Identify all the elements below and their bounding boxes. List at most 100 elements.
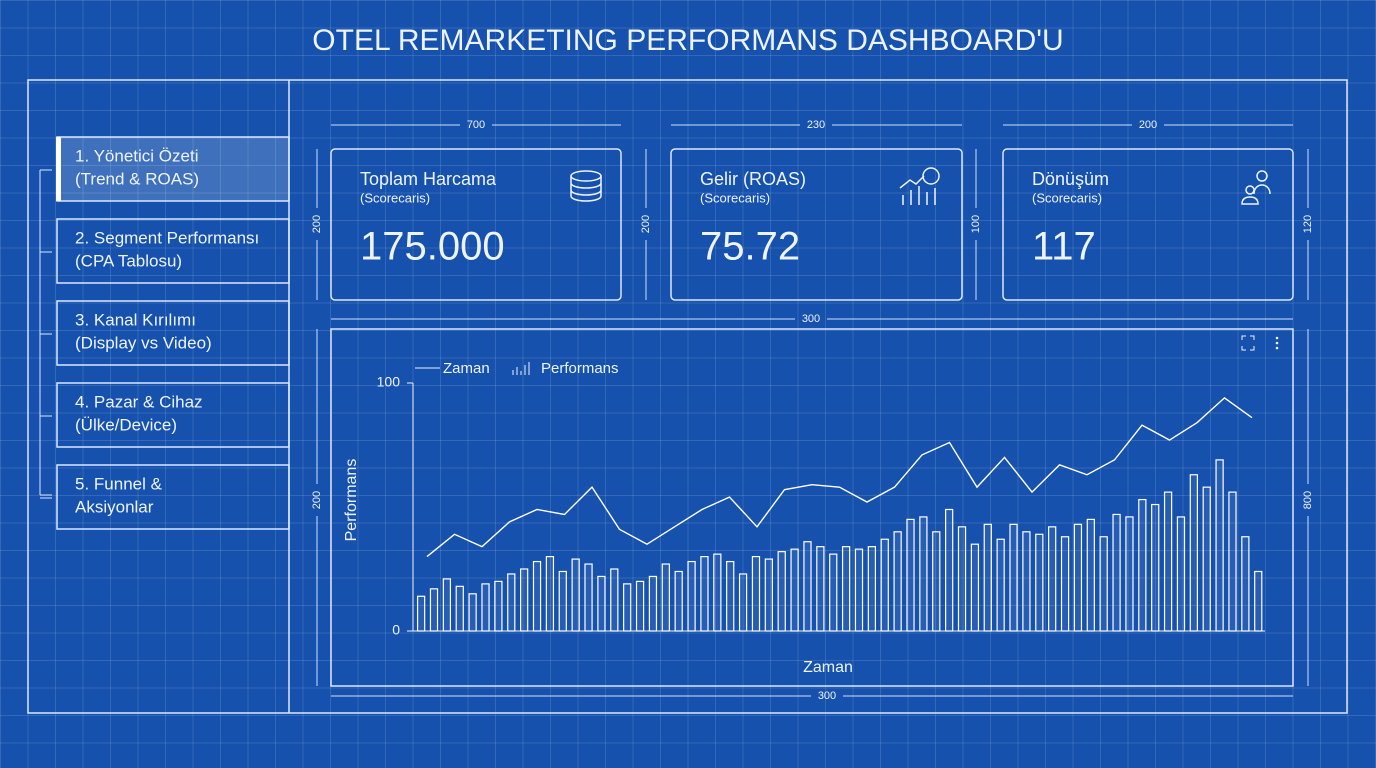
bar <box>1228 491 1237 632</box>
conversion-icon <box>1241 170 1271 205</box>
bar <box>803 541 812 632</box>
bar <box>880 538 889 632</box>
bar <box>700 555 709 632</box>
bar <box>429 588 439 632</box>
card-frame <box>670 148 963 301</box>
bar <box>674 570 683 632</box>
x-axis-title: Zaman <box>803 659 853 676</box>
bar <box>867 546 877 632</box>
nav-item-label: (Ülke/Device) <box>75 415 177 434</box>
nav-item-label: Aksiyonlar <box>75 497 154 516</box>
bar <box>919 516 928 632</box>
bar <box>687 560 696 632</box>
bar <box>1138 498 1147 632</box>
card-frame <box>1002 148 1294 301</box>
bar <box>623 583 632 632</box>
bar <box>1125 516 1134 632</box>
bar <box>829 553 838 632</box>
card-subtitle: (Scorecaris) <box>700 190 770 205</box>
bar <box>790 548 799 632</box>
bar <box>932 531 941 632</box>
bar <box>571 558 580 632</box>
bar <box>455 585 464 632</box>
bar <box>816 546 825 632</box>
card-value: 117 <box>1032 225 1096 269</box>
bar <box>1022 531 1031 632</box>
card-value: 75.72 <box>700 225 800 269</box>
bar <box>507 573 516 632</box>
dimension-label: 800 <box>1302 491 1314 509</box>
nav-item-label: 2. Segment Performansı <box>75 228 259 247</box>
card-subtitle: (Scorecaris) <box>360 190 430 205</box>
bar <box>764 558 773 632</box>
line <box>426 396 1253 558</box>
bar <box>481 583 490 632</box>
bar <box>1215 459 1224 632</box>
y-axis-title: Performans <box>343 459 360 542</box>
bar <box>610 568 619 632</box>
bar <box>520 568 529 632</box>
bar <box>494 580 503 632</box>
card-frame <box>330 148 622 301</box>
dimension-label: 300 <box>802 313 820 325</box>
y-tick-label: 100 <box>377 374 401 390</box>
nav-item[interactable] <box>56 382 290 448</box>
bar <box>726 560 735 632</box>
dimension-label: 120 <box>1302 215 1314 233</box>
legend-label: Performans <box>541 360 619 377</box>
bar <box>1009 523 1018 632</box>
nav-item-label: 1. Yönetici Özeti <box>75 146 198 165</box>
bar <box>1112 513 1121 632</box>
bar <box>983 523 992 632</box>
database-icon <box>570 170 602 202</box>
chart-frame <box>330 328 1294 687</box>
bar <box>854 548 864 632</box>
bar <box>906 518 915 632</box>
bar <box>1099 536 1108 632</box>
bar <box>558 570 567 632</box>
bar <box>1241 536 1250 632</box>
bar <box>945 508 954 632</box>
bar <box>468 593 477 632</box>
bar <box>661 563 670 632</box>
bar <box>1163 491 1173 632</box>
bar <box>1035 533 1044 632</box>
bar <box>1086 518 1095 632</box>
menu-icon[interactable] <box>1275 336 1279 350</box>
bar <box>545 555 555 632</box>
bar <box>970 543 980 632</box>
nav-item-label: 5. Funnel & <box>75 474 163 493</box>
card-subtitle: (Scorecaris) <box>1032 190 1102 205</box>
bar <box>751 555 761 632</box>
expand-icon[interactable] <box>1241 335 1255 351</box>
bar <box>532 560 542 632</box>
bar <box>584 563 593 632</box>
dimension-label: 700 <box>467 119 485 131</box>
nav-item-label: (Display vs Video) <box>75 333 212 352</box>
nav-item[interactable] <box>56 464 290 530</box>
outer-frame <box>27 79 1348 714</box>
bar <box>738 573 748 632</box>
bar <box>893 531 902 632</box>
nav-bracket <box>39 169 52 496</box>
nav-item[interactable] <box>56 300 290 366</box>
bar <box>1048 526 1057 632</box>
bar <box>597 575 606 632</box>
dimension-label: 200 <box>311 491 323 509</box>
revenue-icon <box>899 167 940 205</box>
nav-item[interactable] <box>56 218 290 284</box>
bar <box>648 575 658 632</box>
bar <box>1073 523 1083 632</box>
bar <box>1060 536 1070 632</box>
dimension-label: 300 <box>818 690 836 702</box>
bar <box>1151 503 1160 632</box>
legend-bar-swatch <box>512 362 530 375</box>
bar <box>416 595 426 632</box>
nav-item-label: 3. Kanal Kırılımı <box>75 310 196 329</box>
dimension-label: 100 <box>970 215 982 233</box>
bar <box>1202 486 1211 632</box>
bar <box>1176 516 1186 632</box>
card-title: Dönüşüm <box>1032 169 1109 189</box>
bar <box>841 546 851 632</box>
